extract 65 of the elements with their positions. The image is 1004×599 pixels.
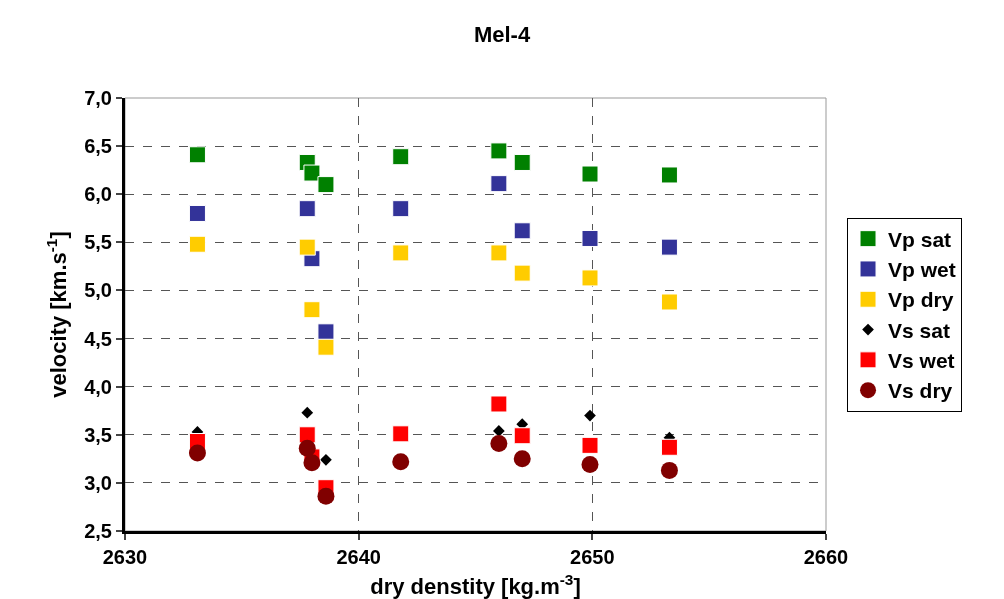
point <box>320 453 332 466</box>
x-tick-label: 2650 <box>570 546 615 568</box>
point <box>513 427 531 445</box>
y-tick-label: 3,0 <box>84 471 112 494</box>
point <box>584 409 596 422</box>
point <box>392 425 410 443</box>
point <box>301 406 314 419</box>
point <box>188 204 206 222</box>
point <box>188 444 206 462</box>
point <box>660 438 678 456</box>
point <box>392 148 410 166</box>
point <box>493 425 505 437</box>
legend-label: Vp sat <box>888 227 952 251</box>
point <box>660 461 678 479</box>
point <box>392 453 410 471</box>
point <box>660 238 678 256</box>
point <box>513 450 531 468</box>
point <box>303 301 321 319</box>
y-tick-label: 6,0 <box>84 183 112 206</box>
point <box>513 153 531 171</box>
y-tick-label: 5,5 <box>84 231 112 254</box>
point <box>490 434 508 452</box>
x-tick-label: 2660 <box>803 546 849 568</box>
legend-label: Vs wet <box>888 349 955 373</box>
point <box>490 142 508 160</box>
point <box>317 323 335 341</box>
point <box>581 269 599 287</box>
point <box>513 222 531 240</box>
y-tick-label: 5,0 <box>84 279 112 302</box>
legend-label: Vs sat <box>888 318 950 342</box>
point <box>392 244 410 262</box>
point <box>188 235 206 253</box>
point <box>298 439 316 457</box>
x-tick-label: 2630 <box>102 546 148 568</box>
point <box>392 200 410 218</box>
point <box>513 264 531 282</box>
point <box>298 238 316 256</box>
y-tick-label: 2,5 <box>84 520 112 542</box>
point <box>581 165 599 183</box>
legend-label: Vs dry <box>888 379 953 403</box>
y-tick-label: 6,5 <box>84 135 112 158</box>
chart-title: Mel-4 <box>473 22 531 48</box>
point <box>581 456 599 474</box>
point <box>303 164 321 182</box>
point <box>317 487 335 505</box>
point <box>490 244 508 262</box>
y-tick-label: 4,0 <box>84 375 112 398</box>
point <box>660 293 678 311</box>
x-axis-title: dry denstity [kg.m$^{-3}$] <box>370 570 581 599</box>
legend-label: Vp dry <box>888 288 954 312</box>
point <box>581 436 599 454</box>
y-tick-label: 7,0 <box>84 87 112 109</box>
legend-label: Vp wet <box>888 258 956 282</box>
point <box>490 175 508 193</box>
x-tick-label: 2640 <box>336 546 381 568</box>
y-tick-label: 3,5 <box>84 423 112 446</box>
point <box>188 146 206 164</box>
point <box>581 229 599 247</box>
point <box>303 454 321 472</box>
point <box>317 338 335 356</box>
y-tick-label: 4,5 <box>84 327 112 350</box>
point <box>317 176 335 194</box>
point <box>298 200 316 218</box>
point <box>660 166 678 184</box>
point <box>490 395 508 413</box>
